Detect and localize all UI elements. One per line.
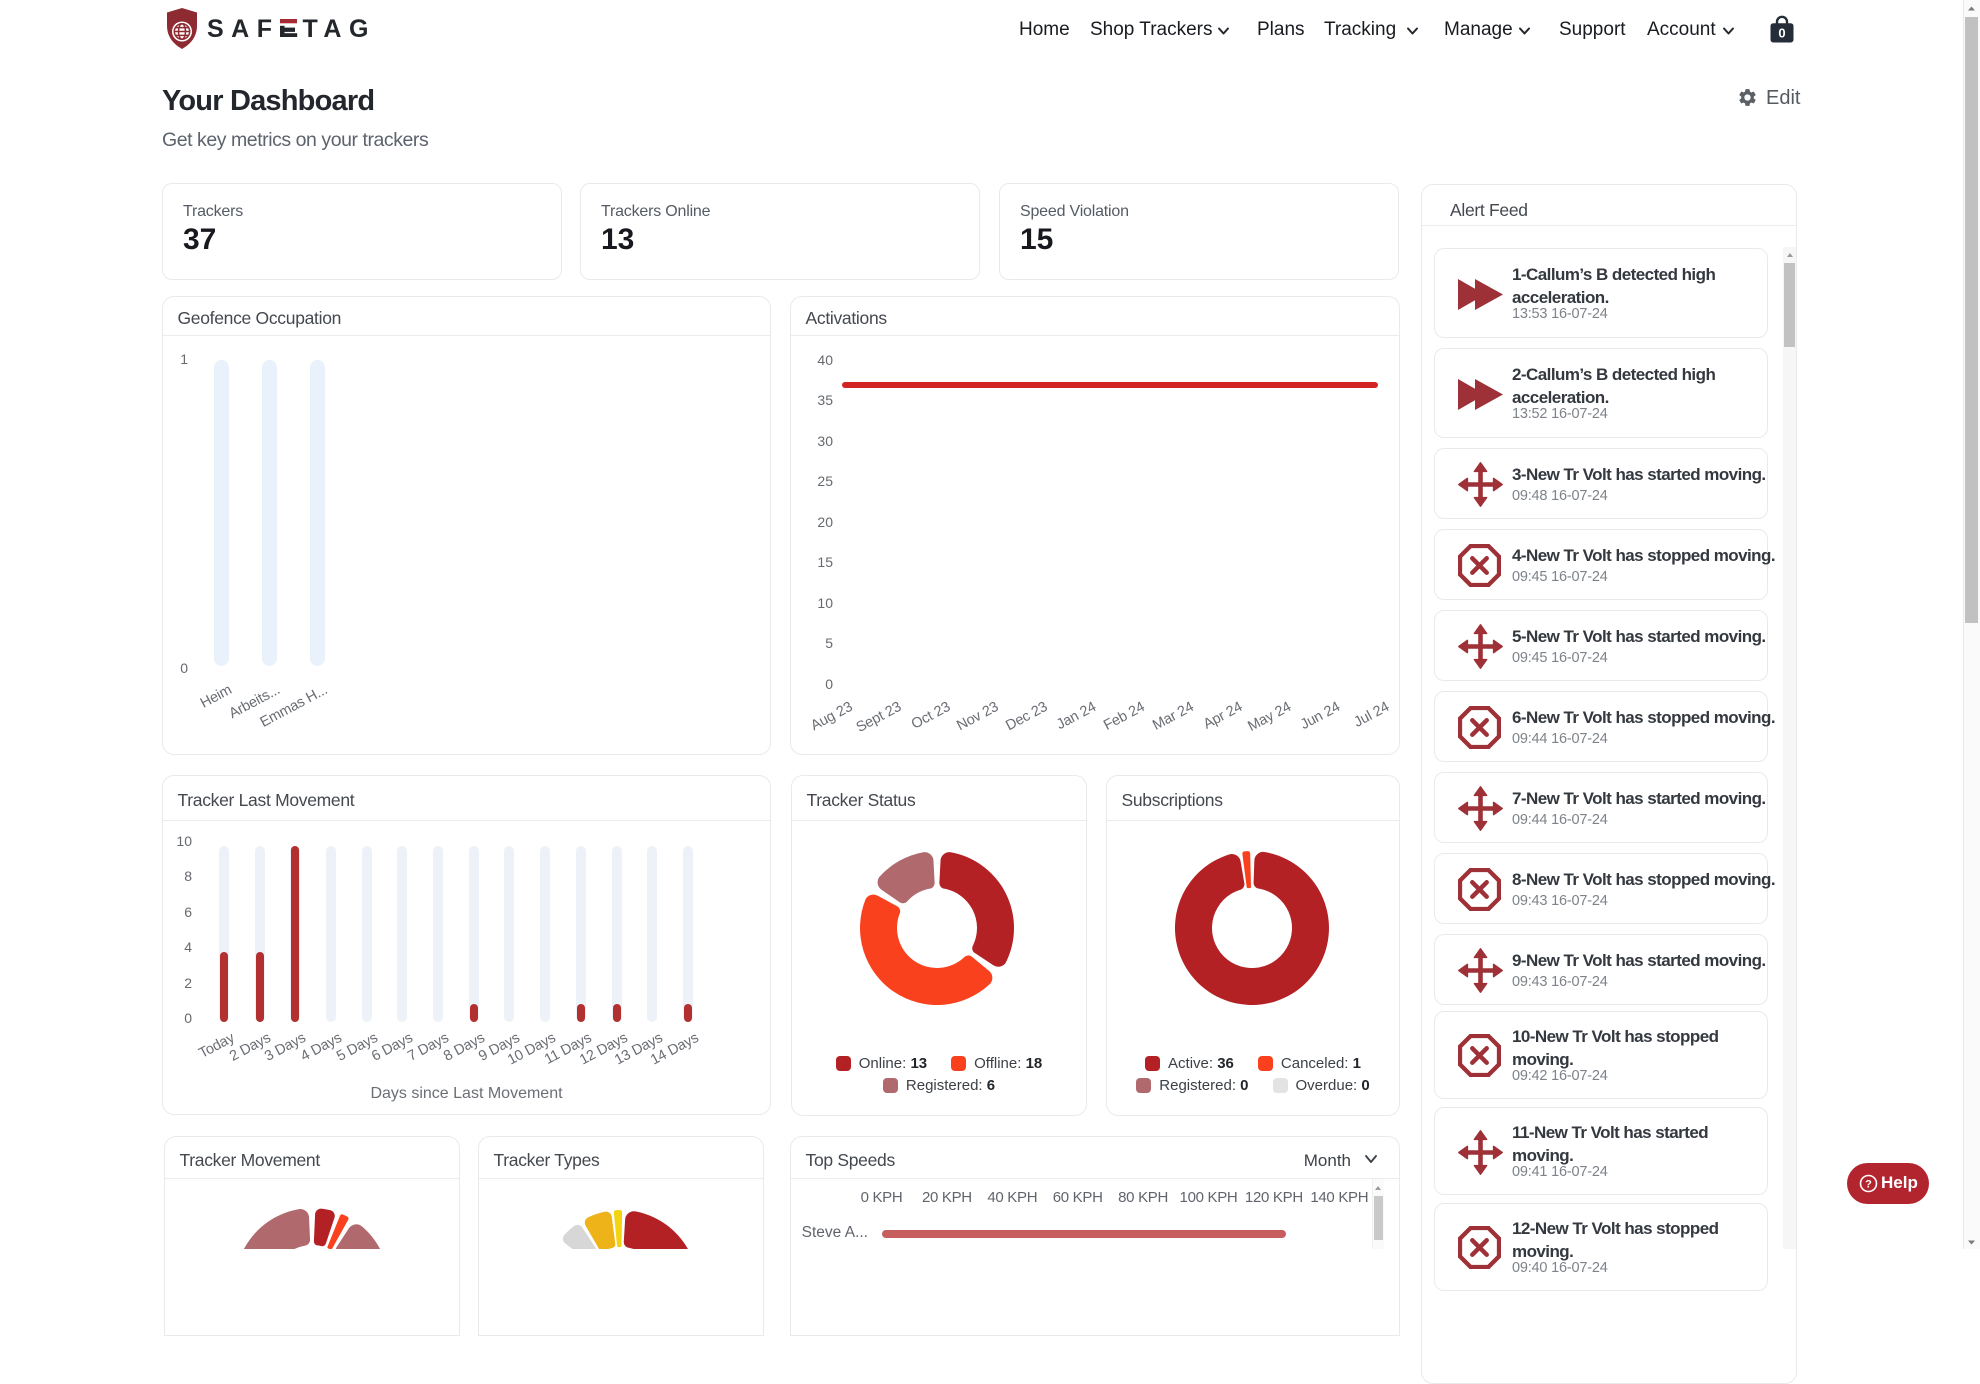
svg-text:?: ? [1865, 1179, 1872, 1191]
svg-text:0: 0 [1778, 26, 1785, 41]
